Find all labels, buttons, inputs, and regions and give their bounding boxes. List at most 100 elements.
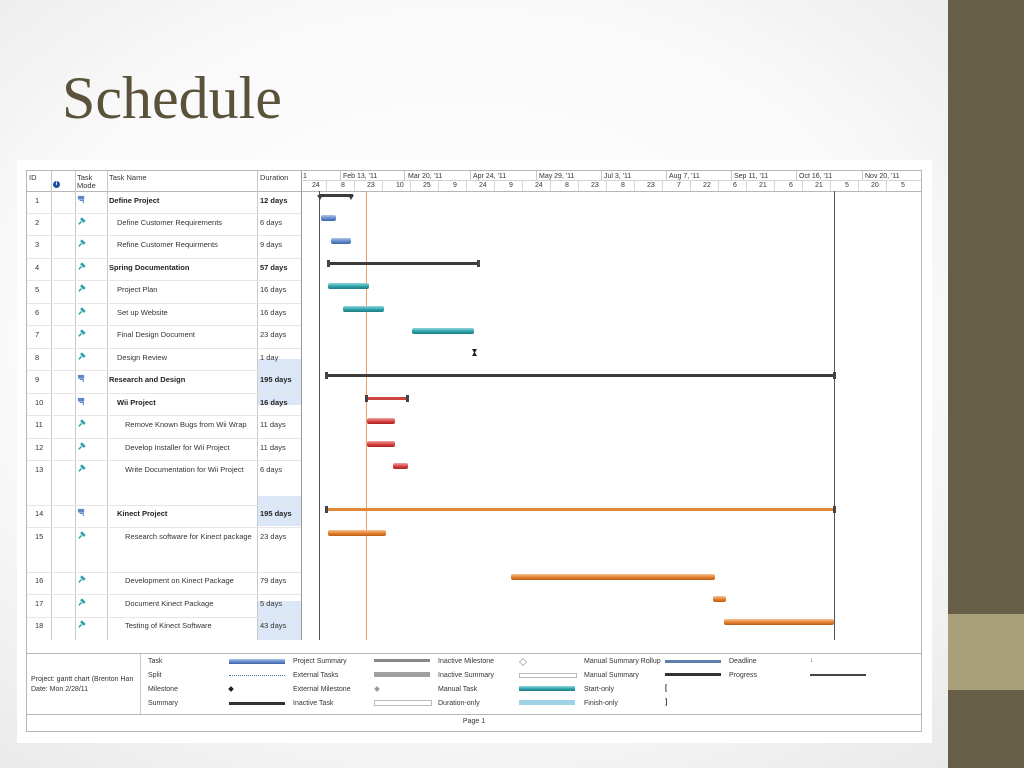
task-name[interactable]: Research and Design (109, 375, 186, 384)
task-duration[interactable]: 16 days (260, 285, 287, 294)
manual-pin-icon (78, 575, 86, 583)
task-bar[interactable] (328, 283, 369, 289)
task-name[interactable]: Kinect Project (117, 509, 168, 518)
task-bar[interactable] (393, 463, 408, 469)
task-id: 3 (35, 240, 40, 249)
summary-bar-kinect-project[interactable] (326, 508, 835, 511)
timeline-minor-label: 8 (565, 182, 569, 189)
legend-project-name: Project: gantt chart (Brenton Han (31, 676, 134, 683)
task-name[interactable]: Document Kinect Package (125, 599, 214, 608)
task-name[interactable]: Development on Kinect Package (125, 576, 234, 585)
task-bar[interactable] (412, 328, 474, 334)
task-duration[interactable]: 11 days (260, 443, 286, 452)
sidebar-accent-block (948, 614, 1024, 690)
task-duration[interactable]: 23 days (260, 330, 287, 339)
page-number: Page 1 (462, 718, 486, 725)
manual-pin-icon (78, 442, 86, 450)
task-duration[interactable]: 9 days (260, 240, 283, 249)
legend-label: Task (148, 658, 163, 665)
task-name[interactable]: Define Customer Requirements (117, 218, 223, 227)
task-duration[interactable]: 1 day (260, 353, 279, 362)
task-bar[interactable] (367, 418, 395, 424)
task-name[interactable]: Research software for Kinect package (125, 532, 252, 541)
status-date-line (366, 191, 367, 640)
task-name[interactable]: Project Plan (117, 285, 158, 294)
timeline-tick (340, 171, 341, 180)
summary-bar-spring-documentation[interactable] (328, 262, 480, 265)
task-duration[interactable]: 6 days (260, 218, 283, 227)
summary-end-cap (325, 506, 328, 513)
legend-swatch-inactive-task (374, 700, 432, 706)
task-bar[interactable] (321, 215, 336, 221)
legend-swatch-duration-only (519, 700, 575, 705)
task-duration[interactable]: 23 days (260, 532, 287, 541)
timeline-minor-label: 23 (647, 182, 655, 189)
row-separator (27, 438, 301, 439)
timeline-tick (354, 181, 355, 191)
task-duration[interactable]: 195 days (260, 509, 292, 518)
task-id: 7 (35, 330, 40, 339)
timeline-tick (578, 181, 579, 191)
task-duration[interactable]: 16 days (260, 398, 288, 407)
task-id: 18 (35, 621, 44, 630)
task-duration[interactable]: 12 days (260, 196, 288, 205)
legend-divider (140, 654, 141, 714)
task-name[interactable]: Set up Website (117, 308, 168, 317)
task-duration[interactable]: 11 days (260, 420, 286, 429)
task-name[interactable]: Spring Documentation (109, 263, 190, 272)
timeline-tick (802, 181, 803, 191)
task-duration[interactable]: 6 days (260, 465, 283, 474)
task-bar[interactable] (343, 306, 384, 312)
task-duration[interactable]: 79 days (260, 576, 287, 585)
task-bar[interactable] (331, 238, 351, 244)
task-name[interactable]: Refine Customer Requirments (117, 240, 218, 249)
task-bar[interactable] (713, 596, 726, 602)
row-separator (27, 348, 301, 349)
task-name[interactable]: Testing of Kinect Software (125, 621, 212, 630)
divider (51, 171, 52, 640)
legend-label: Project Summary (293, 658, 347, 665)
legend-box: Project: gantt chart (Brenton Han Date: … (27, 653, 921, 715)
timeline-minor-label: 7 (677, 182, 681, 189)
manual-pin-icon (78, 239, 86, 247)
task-name[interactable]: Design Review (117, 353, 168, 362)
legend-swatch-external-milestone (374, 686, 380, 692)
timeline-minor-label: 22 (703, 182, 711, 189)
task-name[interactable]: Write Documentation for Wii Project (125, 465, 244, 474)
summary-bar-define-project[interactable] (319, 194, 353, 197)
task-name[interactable]: Final Design Document (117, 330, 195, 339)
finish-only-icon: ] (665, 699, 668, 706)
task-duration[interactable]: 57 days (260, 263, 288, 272)
summary-bar-wii-project[interactable] (366, 397, 408, 400)
divider (75, 171, 76, 640)
task-bar[interactable] (724, 619, 834, 625)
timeline-tick (862, 171, 863, 180)
legend-swatch-milestone (228, 686, 234, 692)
timeline-tick (662, 181, 663, 191)
task-duration[interactable]: 16 days (260, 308, 287, 317)
task-bar[interactable] (511, 574, 715, 580)
timeline-minor-label: 5 (901, 182, 905, 189)
timeline-major-label: Oct 16, '11 (799, 173, 833, 180)
row-separator (27, 235, 301, 236)
task-name[interactable]: Define Project (109, 196, 160, 205)
timeline-minor-label: 23 (591, 182, 599, 189)
timeline-major-label: Aug 7, '11 (669, 173, 700, 180)
task-bar[interactable] (367, 441, 395, 447)
task-duration[interactable]: 43 days (260, 621, 287, 630)
summary-end-cap (833, 372, 836, 379)
timeline-minor-label: 9 (453, 182, 457, 189)
timeline-tick (666, 171, 667, 180)
task-duration[interactable]: 195 days (260, 375, 292, 384)
task-name[interactable]: Remove Known Bugs from Wii Wrap (125, 420, 247, 429)
task-duration[interactable]: 5 days (260, 599, 283, 608)
task-name[interactable]: Wii Project (117, 398, 156, 407)
task-name[interactable]: Develop Installer for Wii Project (125, 443, 230, 452)
manual-pin-icon (78, 262, 86, 270)
legend-swatch-progress (810, 674, 866, 676)
milestone-marker[interactable] (472, 349, 477, 356)
task-bar[interactable] (328, 530, 386, 536)
summary-bar-research-and-design[interactable] (326, 374, 835, 377)
auto-schedule-icon (77, 195, 85, 204)
timeline-minor-label: 6 (733, 182, 737, 189)
